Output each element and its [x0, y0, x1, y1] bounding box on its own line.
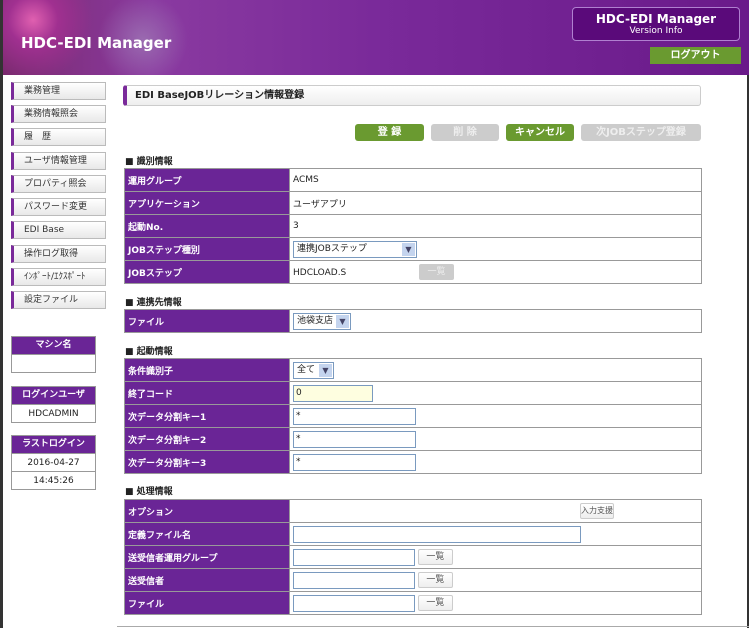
sidebar-item-property[interactable]: プロパティ照会: [11, 175, 106, 193]
section-link-title: ■ 連携先情報: [125, 298, 182, 308]
last-login-label: ラストログイン: [12, 436, 95, 453]
exit-code-input[interactable]: 0: [293, 384, 373, 402]
sr-group-input[interactable]: [293, 548, 415, 566]
last-login-time: 14:45:26: [12, 471, 95, 489]
def-file-label: 定義ファイル名: [124, 522, 290, 546]
link-file-label: ファイル: [124, 309, 290, 333]
app-value: ユーザアプリ: [289, 191, 702, 215]
key1-input[interactable]: *: [293, 407, 416, 425]
register-button[interactable]: 登 録: [355, 124, 424, 141]
chevron-down-icon: ▼: [319, 363, 332, 377]
step-list-button[interactable]: 一覧: [419, 264, 454, 280]
proc-file-input[interactable]: [293, 594, 415, 612]
header-banner: HDC-EDI Manager HDC-EDI Manager Version …: [3, 0, 749, 75]
proc-file-list-button[interactable]: 一覧: [417, 595, 453, 611]
chevron-down-icon: ▼: [402, 242, 415, 256]
app-title: HDC-EDI Manager: [21, 34, 172, 52]
sidebar-item-settings[interactable]: 設定ファイル: [11, 291, 106, 309]
sidebar-item-password[interactable]: パスワード変更: [11, 198, 106, 216]
bottom-divider: [117, 626, 749, 627]
sr-label: 送受信者: [124, 568, 290, 592]
sr-group-list-button[interactable]: 一覧: [417, 549, 453, 565]
step-label: JOBステップ: [124, 260, 290, 284]
key3-label: 次データ分割キー3: [124, 450, 290, 474]
sidebar-item-business-info[interactable]: 業務情報照会: [11, 105, 106, 123]
proc-file-label: ファイル: [124, 591, 290, 615]
step-type-value: 連携JOBステップ: [297, 243, 367, 254]
sidebar-item-edi-base[interactable]: EDI Base: [11, 221, 106, 239]
link-file-value: 池袋支店: [297, 315, 334, 326]
banner-graphic: [3, 0, 193, 75]
start-table: 条件識別子 全て ▼ 終了コード 0 次データ分割キー1 * 次データ分割キー2 * 次デ…: [124, 358, 702, 474]
machine-name-box: マシン名: [11, 336, 96, 373]
delete-button[interactable]: 削 除: [431, 124, 499, 141]
page-title: EDI BaseJOBリレーション情報登録: [123, 85, 701, 106]
key2-input[interactable]: *: [293, 430, 416, 448]
ident-table: 運用グループ ACMS アプリケーション ユーザアプリ 起動No. 3 JOBステップ…: [124, 168, 702, 284]
start-no-value: 3: [289, 214, 702, 238]
sidebar-item-user-mgmt[interactable]: ユーザ情報管理: [11, 152, 106, 170]
proc-table: オプション 入力支援 定義ファイル名 送受信者運用グループ 一覧 送受信者 一覧 …: [124, 499, 702, 615]
start-no-label: 起動No.: [124, 214, 290, 238]
sidebar-item-import-export[interactable]: ｲﾝﾎﾟｰﾄ/ｴｸｽﾎﾟｰﾄ: [11, 268, 106, 286]
next-step-button[interactable]: 次JOBステップ登録: [581, 124, 701, 141]
version-sub: Version Info: [629, 26, 683, 36]
key1-label: 次データ分割キー1: [124, 404, 290, 428]
key3-input[interactable]: *: [293, 453, 416, 471]
link-file-select[interactable]: 池袋支店 ▼: [293, 312, 351, 330]
section-ident-title: ■ 識別情報: [125, 157, 173, 167]
logout-button[interactable]: ログアウト: [650, 47, 741, 64]
version-title: HDC-EDI Manager: [595, 12, 717, 26]
option-label: オプション: [124, 499, 290, 523]
cancel-button[interactable]: キャンセル: [506, 124, 574, 141]
sidebar-item-history[interactable]: 履 歴: [11, 128, 106, 146]
cond-value: 全て: [297, 364, 316, 375]
step-value: HDCLOAD.S: [293, 267, 347, 278]
key2-label: 次データ分割キー2: [124, 427, 290, 451]
login-user-label: ログインユーザ: [12, 387, 95, 404]
sr-input[interactable]: [293, 571, 415, 589]
cond-select[interactable]: 全て ▼: [293, 361, 334, 379]
section-start-title: ■ 起動情報: [125, 347, 173, 357]
cond-label: 条件識別子: [124, 358, 290, 382]
step-type-label: JOBステップ種別: [124, 237, 290, 261]
input-help-button[interactable]: 入力支援: [580, 503, 614, 519]
sr-group-label: 送受信者運用グループ: [124, 545, 290, 569]
section-proc-title: ■ 処理情報: [125, 487, 173, 497]
sidebar-item-oplog[interactable]: 操作ログ取得: [11, 245, 106, 263]
app-label: アプリケーション: [124, 191, 290, 215]
sr-list-button[interactable]: 一覧: [417, 572, 453, 588]
last-login-date: 2016-04-27: [12, 453, 95, 471]
machine-label: マシン名: [12, 337, 95, 354]
sidebar-item-business[interactable]: 業務管理: [11, 82, 106, 100]
exit-code-label: 終了コード: [124, 381, 290, 405]
chevron-down-icon: ▼: [336, 314, 349, 328]
group-value: ACMS: [289, 168, 702, 192]
def-file-input[interactable]: [293, 525, 581, 543]
last-login-box: ラストログイン 2016-04-27 14:45:26: [11, 435, 96, 490]
group-label: 運用グループ: [124, 168, 290, 192]
machine-value: [12, 354, 95, 372]
version-info-button[interactable]: HDC-EDI Manager Version Info: [572, 7, 740, 41]
link-table: ファイル 池袋支店 ▼: [124, 309, 702, 333]
login-user-box: ログインユーザ HDCADMIN: [11, 386, 96, 423]
login-user-value: HDCADMIN: [12, 404, 95, 422]
step-type-select[interactable]: 連携JOBステップ ▼: [293, 240, 417, 258]
